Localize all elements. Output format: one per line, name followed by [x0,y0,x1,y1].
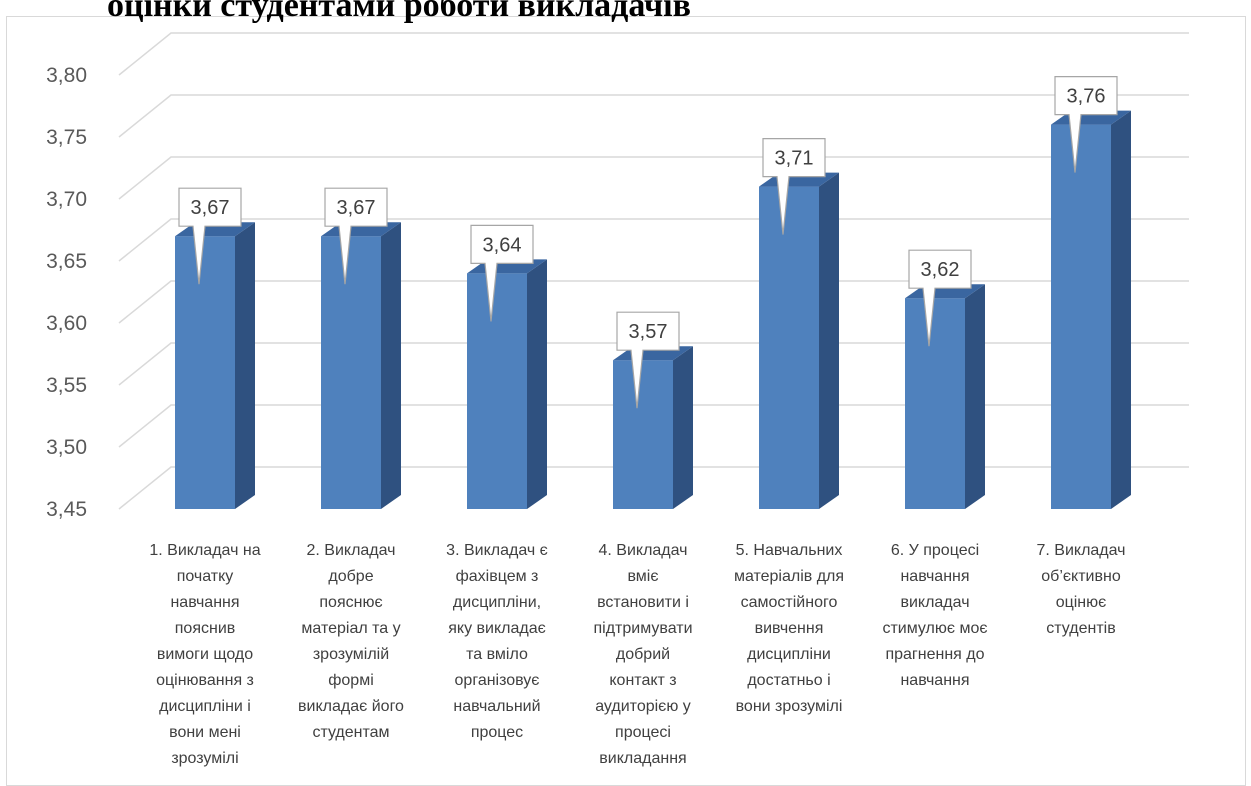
bar-front [1051,124,1111,509]
bar-side [381,222,401,509]
bar-side [965,284,985,509]
bar [905,284,985,509]
bar-front [759,186,819,509]
bar-front [905,298,965,509]
category-label: 6. У процесі навчання викладач стимулює моє… [882,542,987,689]
data-label-text: 3,62 [921,259,960,281]
data-label-text: 3,57 [629,321,668,343]
bar-side [819,172,839,509]
bar [759,172,839,509]
grid-layer [118,32,1189,510]
data-label-callout [178,187,242,285]
gridline [118,280,1189,324]
data-label-callout [762,138,826,235]
data-labels-layer: 3,67 3,67 3,64 3,57 3,71 3,62 3,76 [178,76,1118,409]
y-tick-label: 3,75 [46,126,87,149]
data-label: 3,64 [470,224,534,322]
data-label: 3,71 [762,138,826,235]
data-label-text: 3,67 [191,197,230,219]
bar-side [527,259,547,509]
bar [613,346,693,509]
gridline [118,156,1189,200]
data-label-callout [470,224,534,322]
bar-front [613,360,673,509]
gridline [118,404,1189,448]
category-labels-layer: 1. Викладач на початку навчання пояснив вимо… [149,542,1125,767]
gridline [118,342,1189,386]
cut-off-title: оцінки студентами роботи викладачів [107,0,691,24]
data-label: 3,76 [1054,76,1118,173]
bar-side [673,346,693,509]
bars-layer [175,110,1131,509]
data-label-callout [908,249,972,347]
gridline [118,466,1189,510]
data-label-callout [324,187,388,285]
data-label: 3,62 [908,249,972,347]
bar-side [235,222,255,509]
y-axis-ticks: 3,45 3,50 3,55 3,60 3,65 3,70 3,75 3,80 [46,64,87,521]
bar-side [1111,110,1131,509]
gridline [118,32,1189,76]
bar-front [175,236,235,509]
category-label: 3. Викладач є фахівцем з дисципліни, яку ви… [446,542,548,741]
y-tick-label: 3,45 [46,498,87,521]
bar [321,222,401,509]
bar-chart: 3,453,503,553,603,653,703,753,80 3,67 3,6… [46,32,1189,767]
category-label: 5. Навчальних матеріалів для самостійного в… [734,542,844,715]
category-label: 1. Викладач на початку навчання пояснив вимо… [149,542,260,767]
y-tick-label: 3,60 [46,312,87,335]
data-label: 3,57 [616,311,680,409]
bar [175,222,255,509]
data-label-callout [616,311,680,409]
y-tick-label: 3,70 [46,188,87,211]
bar [467,259,547,509]
data-label: 3,67 [178,187,242,285]
category-label: 4. Викладач вміє встановити і підтримувати д… [593,542,692,767]
category-label: 2. Викладач добре пояснює матеріал та у зроз… [298,542,404,741]
y-tick-label: 3,65 [46,250,87,273]
bar [1051,110,1131,509]
y-tick-label: 3,55 [46,374,87,397]
data-label: 3,67 [324,187,388,285]
data-label-text: 3,76 [1067,86,1106,108]
y-tick-label: 3,80 [46,64,87,87]
bar-front [321,236,381,509]
chart-frame: оцінки студентами роботи викладачів 3,45… [6,0,1246,786]
category-label: 7. Викладач об’єктивно оцінює студентів [1036,542,1125,637]
gridline [118,94,1189,138]
data-label-text: 3,64 [483,234,522,256]
gridline [118,218,1189,262]
y-tick-label: 3,50 [46,436,87,459]
data-label-text: 3,67 [337,197,376,219]
data-label-callout [1054,76,1118,173]
bar-front [467,273,527,509]
data-label-text: 3,71 [775,148,814,170]
